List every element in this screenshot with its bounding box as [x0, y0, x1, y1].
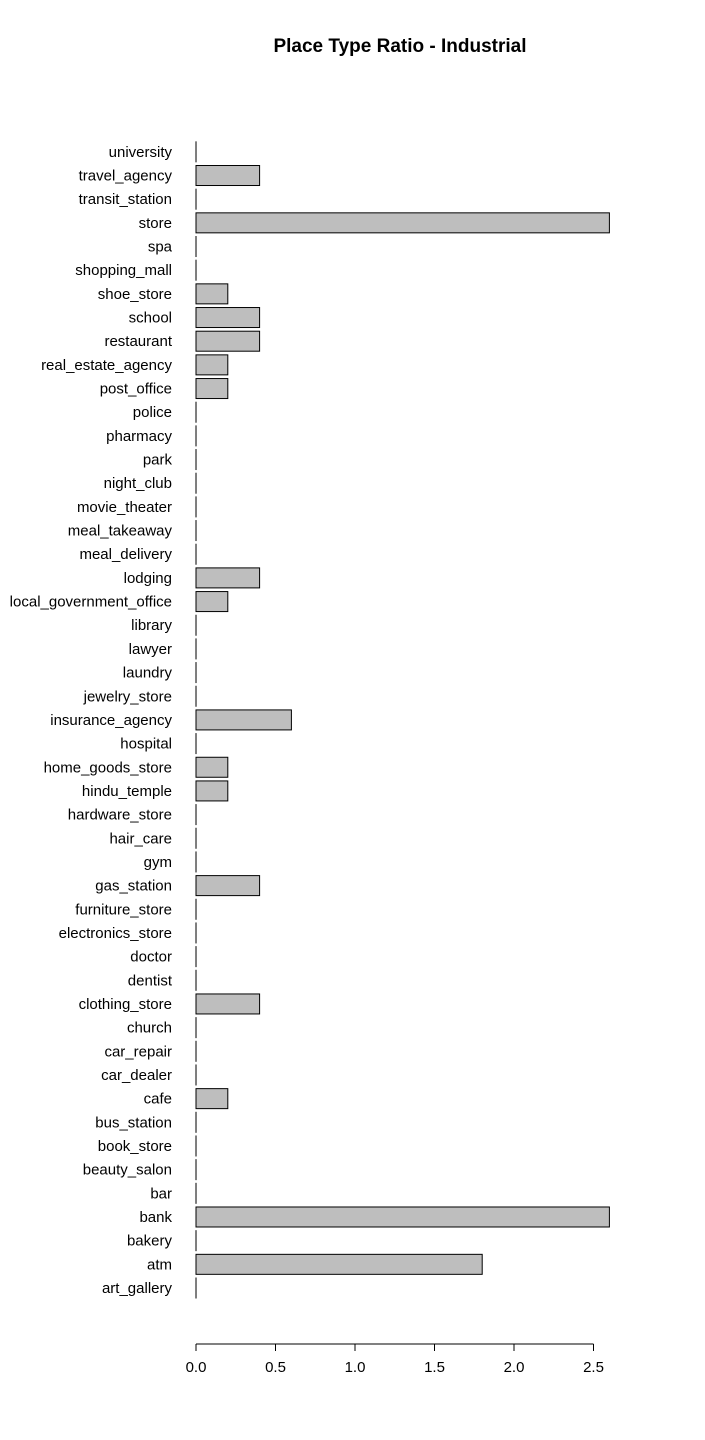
- category-label: library: [131, 617, 172, 634]
- category-label: cafe: [144, 1091, 172, 1108]
- bar-hindu_temple: [195, 780, 229, 802]
- category-label: atm: [147, 1256, 172, 1273]
- x-tick-label: 2.0: [504, 1359, 525, 1376]
- category-label: lawyer: [129, 641, 172, 658]
- category-label: hair_care: [109, 830, 172, 847]
- category-label: pharmacy: [106, 428, 172, 445]
- category-label: real_estate_agency: [41, 357, 172, 374]
- bar-atm: [195, 1253, 483, 1275]
- category-label: meal_takeaway: [68, 523, 173, 540]
- bar-bank: [195, 1206, 610, 1228]
- category-label: art_gallery: [102, 1280, 173, 1297]
- bar-post_office: [195, 378, 229, 400]
- category-labels: art_gallery atm bakery bank bar beauty_salon b…: [10, 144, 173, 1297]
- category-label: furniture_store: [75, 901, 172, 918]
- x-tick-label: 1.0: [345, 1359, 366, 1376]
- category-label: movie_theater: [77, 499, 172, 516]
- category-label: lodging: [124, 570, 172, 587]
- category-label: jewelry_store: [83, 688, 172, 705]
- category-label: local_government_office: [10, 594, 172, 611]
- category-label: clothing_store: [79, 996, 172, 1013]
- bars-layer: [195, 141, 610, 1299]
- category-label: doctor: [130, 949, 172, 966]
- bar-restaurant: [195, 330, 261, 352]
- category-label: gym: [144, 854, 172, 871]
- category-label: restaurant: [104, 333, 172, 350]
- category-label: shoe_store: [98, 286, 172, 303]
- category-label: hospital: [120, 736, 172, 753]
- bar-travel_agency: [195, 165, 261, 187]
- category-label: night_club: [104, 475, 172, 492]
- category-label: post_office: [100, 381, 172, 398]
- x-tick-label: 1.5: [424, 1359, 445, 1376]
- category-label: car_dealer: [101, 1067, 172, 1084]
- category-label: spa: [148, 239, 173, 256]
- bar-real_estate_agency: [195, 354, 229, 376]
- category-label: store: [139, 215, 172, 232]
- category-label: school: [129, 310, 172, 327]
- bar-school: [195, 307, 261, 329]
- bar-lodging: [195, 567, 261, 589]
- category-label: university: [109, 144, 173, 161]
- category-label: meal_delivery: [79, 546, 172, 563]
- chart-title: Place Type Ratio - Industrial: [273, 36, 527, 57]
- bar-clothing_store: [195, 993, 261, 1015]
- bar-cafe: [195, 1088, 229, 1110]
- bar-shoe_store: [195, 283, 229, 305]
- category-label: bank: [139, 1209, 172, 1226]
- category-label: beauty_salon: [83, 1162, 172, 1179]
- category-label: bakery: [127, 1233, 173, 1250]
- x-tick-label: 0.5: [265, 1359, 286, 1376]
- category-label: car_repair: [104, 1043, 172, 1060]
- category-label: shopping_mall: [75, 262, 172, 279]
- bar-local_government_office: [195, 591, 229, 613]
- category-label: gas_station: [95, 878, 172, 895]
- category-label: transit_station: [79, 191, 172, 208]
- category-label: hardware_store: [68, 807, 172, 824]
- category-label: home_goods_store: [44, 759, 172, 776]
- category-label: insurance_agency: [50, 712, 172, 729]
- category-label: police: [133, 404, 172, 421]
- category-label: hindu_temple: [82, 783, 172, 800]
- category-label: travel_agency: [79, 168, 173, 185]
- x-axis: 0.0 0.5 1.0 1.5 2.0 2.5: [186, 1343, 604, 1376]
- bar-home_goods_store: [195, 756, 229, 778]
- category-label: church: [127, 1020, 172, 1037]
- category-label: dentist: [128, 972, 173, 989]
- category-label: electronics_store: [59, 925, 172, 942]
- x-tick-label: 2.5: [583, 1359, 604, 1376]
- category-label: laundry: [123, 665, 173, 682]
- bar-gas_station: [195, 875, 261, 897]
- category-label: bus_station: [95, 1114, 172, 1131]
- category-label: bar: [150, 1185, 172, 1202]
- category-label: book_store: [98, 1138, 172, 1155]
- category-label: park: [143, 452, 173, 469]
- x-tick-label: 0.0: [186, 1359, 207, 1376]
- bar-insurance_agency: [195, 709, 292, 731]
- bar-store: [195, 212, 610, 234]
